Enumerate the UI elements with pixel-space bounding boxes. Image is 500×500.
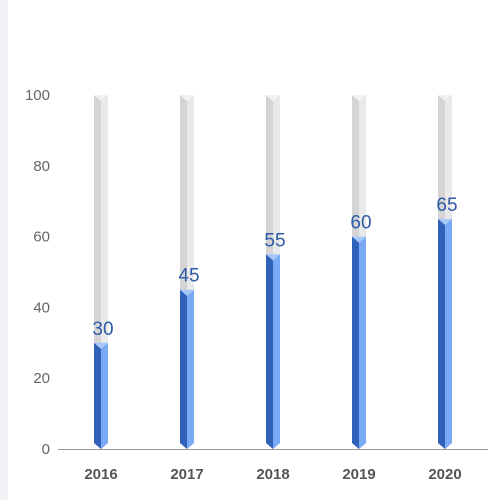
y-axis: 0 20 40 60 80 100 [25, 87, 50, 458]
bar-top [352, 236, 366, 243]
data-label: 65 [436, 195, 457, 216]
x-axis: 2016 2017 2018 2019 2020 [84, 466, 461, 483]
bar-top [94, 342, 108, 349]
y-tick-label: 20 [33, 370, 50, 387]
y-tick-label: 100 [25, 87, 50, 104]
bar-track-top [266, 95, 280, 101]
bar-track-top [438, 95, 452, 101]
y-tick-label: 40 [33, 299, 50, 316]
data-label: 45 [178, 266, 199, 287]
x-tick-label: 2019 [342, 466, 375, 483]
y-tick-label: 80 [33, 158, 50, 175]
x-tick-label: 2017 [170, 466, 203, 483]
y-tick-label: 60 [33, 229, 50, 246]
x-tick-label: 2020 [428, 466, 461, 483]
bar-left-face [266, 254, 273, 449]
x-tick-label: 2018 [256, 466, 289, 483]
data-label: 55 [264, 230, 285, 251]
data-label: 60 [350, 213, 371, 234]
bar-top [180, 289, 194, 296]
left-sidebar-strip [0, 0, 8, 500]
data-labels: 30 45 55 60 65 [92, 195, 457, 340]
bar-right-face [359, 236, 366, 449]
bar-track-top [352, 95, 366, 101]
x-tick-label: 2016 [84, 466, 117, 483]
bars [94, 218, 452, 449]
y-tick-label: 0 [42, 441, 50, 458]
bar-left-face [94, 342, 101, 449]
bar-right-face [445, 218, 452, 449]
bar-top [266, 254, 280, 261]
bar-top [438, 218, 452, 225]
bar-left-face [352, 236, 359, 449]
bar-right-face [273, 254, 280, 449]
bar-right-face [187, 289, 194, 449]
bar-left-face [438, 218, 445, 449]
bar-right-face [101, 342, 108, 449]
data-label: 30 [92, 319, 113, 340]
bar-left-face [180, 289, 187, 449]
bar-track-top [94, 95, 108, 101]
bar-track-top [180, 95, 194, 101]
